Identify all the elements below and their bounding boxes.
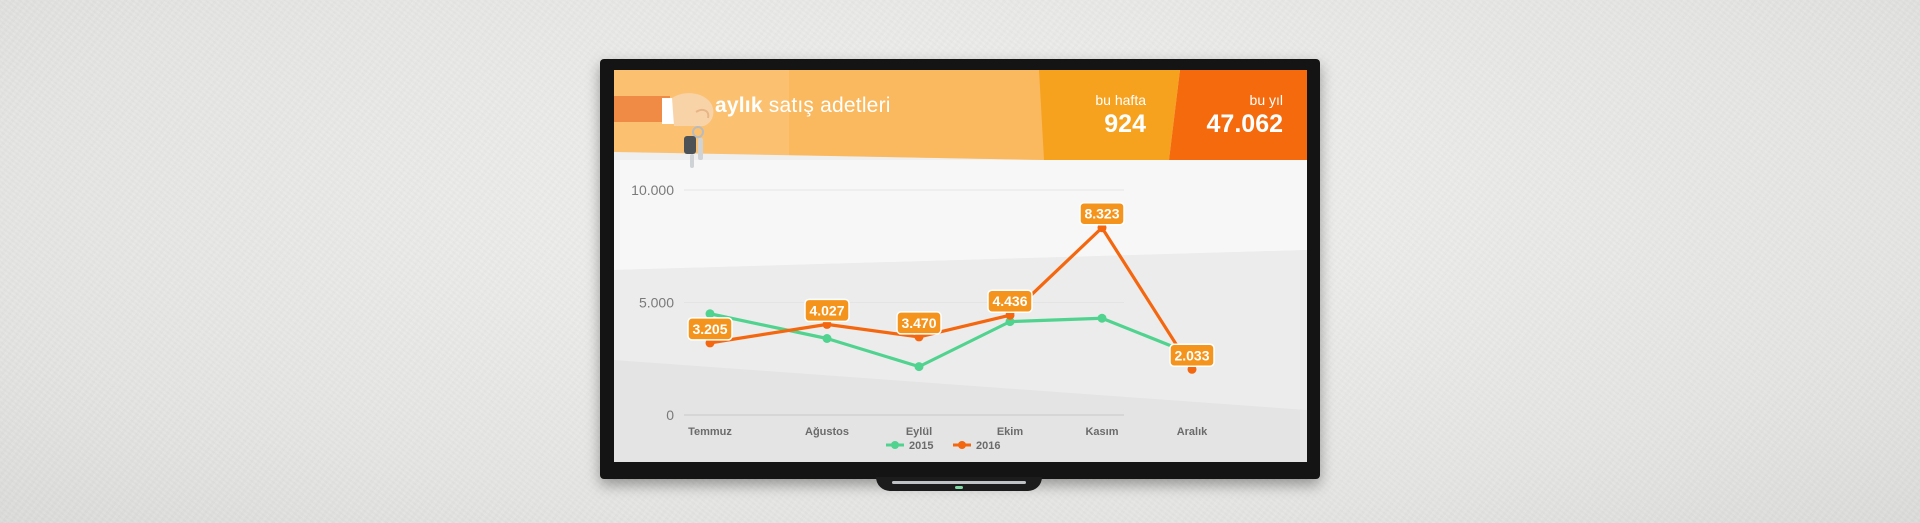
x-tick-label: Aralık: [1177, 426, 1208, 438]
data-label-box: [896, 311, 942, 335]
x-tick-label: Temmuz: [688, 426, 732, 438]
data-label-box: [1079, 201, 1125, 226]
this-year-value: 47.062: [1206, 110, 1283, 138]
x-tick-label: Ekim: [997, 426, 1024, 438]
hand-sleeve: [614, 96, 670, 122]
tv-power-led: [955, 486, 963, 489]
data-point-2015: [914, 362, 924, 372]
data-label-text: 3.470: [901, 315, 936, 331]
data-label-box: [1169, 343, 1215, 368]
data-label: 8.323: [1079, 201, 1125, 226]
tv-stand-highlight: [892, 481, 1026, 484]
tv-screen: aylık satış adetleri bu hafta 924 bu yıl…: [614, 70, 1307, 462]
data-label: 3.205: [687, 317, 733, 341]
chart-legend: 2015 2016: [886, 440, 1000, 452]
data-point-2015: [1005, 317, 1015, 327]
data-label: 3.470: [896, 311, 942, 335]
data-label: 2.033: [1169, 343, 1215, 368]
data-label-text: 2.033: [1174, 347, 1209, 363]
x-tick-label: Kasım: [1085, 426, 1118, 438]
data-point-2015: [1097, 313, 1107, 323]
legend-label: 2016: [976, 440, 1000, 452]
legend-label: 2015: [909, 440, 933, 452]
this-week-label: bu hafta: [1095, 92, 1146, 108]
data-label-text: 3.205: [692, 321, 727, 337]
legend-swatch-dot: [958, 441, 966, 449]
data-label-text: 4.027: [809, 302, 844, 318]
data-point-2015: [705, 309, 715, 319]
data-label-box: [987, 289, 1033, 313]
y-tick-label: 0: [666, 407, 674, 423]
x-tick-label: Ağustos: [805, 426, 849, 438]
line-chart: 0 5.000 10.000 Temmuz Ağustos Eylül Ekim Kasım…: [631, 182, 1215, 452]
y-tick-label: 5.000: [639, 295, 674, 311]
tv-stand: [876, 477, 1042, 491]
hand-with-keys-icon: [662, 93, 714, 168]
data-label-text: 4.436: [992, 293, 1027, 309]
data-label-box: [687, 317, 733, 341]
chart-title: aylık satış adetleri: [715, 94, 891, 117]
data-label-box: [804, 298, 850, 323]
data-label: 4.027: [804, 298, 850, 323]
this-year-label: bu yıl: [1249, 92, 1283, 108]
data-point-2016: [822, 319, 832, 329]
screen-background: [614, 70, 1307, 462]
series-line-2015: [709, 312, 1193, 369]
data-point-2015: [822, 334, 832, 343]
data-label-text: 8.323: [1084, 206, 1119, 222]
this-week-value: 924: [1104, 110, 1146, 138]
x-tick-label: Eylül: [906, 426, 932, 438]
series-line-2016: [709, 226, 1194, 371]
data-label: 4.436: [987, 289, 1033, 313]
legend-swatch-dot: [891, 441, 899, 449]
y-tick-label: 10.000: [631, 182, 674, 198]
dashboard-header: aylık satış adetleri bu hafta 924 bu yıl…: [614, 70, 1307, 168]
